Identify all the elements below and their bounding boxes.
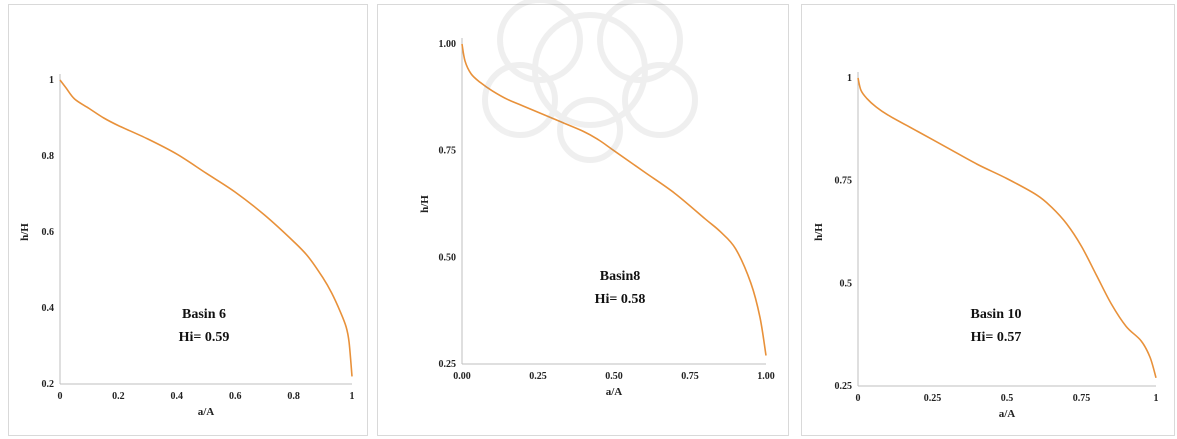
x-tick-label: 0.25	[924, 393, 942, 404]
hypsometric-integral-label: Hi= 0.59	[179, 330, 230, 345]
x-tick-label: 0.75	[681, 371, 699, 382]
y-axis-label: h/H	[419, 195, 431, 213]
y-tick-label: 0.75	[439, 146, 457, 157]
x-tick-label: 0.4	[171, 391, 184, 402]
x-axis-label: a/A	[198, 406, 215, 418]
x-tick-label: 0	[856, 393, 861, 404]
x-tick-label: 1	[1154, 393, 1159, 404]
x-axis-label: a/A	[999, 408, 1016, 420]
x-tick-label: 0.2	[112, 391, 125, 402]
y-tick-label: 0.4	[42, 303, 55, 314]
chart-frame	[8, 4, 368, 436]
chart-frame	[801, 4, 1175, 436]
hypsometric-integral-label: Hi= 0.58	[595, 292, 646, 307]
y-tick-label: 1	[847, 73, 852, 84]
x-axis-label: a/A	[606, 386, 623, 398]
y-tick-label: 0.6	[42, 227, 55, 238]
x-tick-label: 0	[58, 391, 63, 402]
x-tick-label: 0.75	[1073, 393, 1091, 404]
y-tick-label: 0.25	[439, 359, 457, 370]
chart-frame	[377, 4, 789, 436]
y-tick-label: 0.50	[439, 252, 457, 263]
basin-name-label: Basin 6	[182, 307, 226, 322]
series-line	[461, 43, 767, 356]
y-axis-label: h/H	[813, 223, 825, 241]
y-tick-label: 1.00	[439, 39, 457, 50]
chart-panel-basin-10: 0.25 0.5 0.75 1 0 0.25 0.5 0.75 1 a/A h/H Basin 10 H…	[800, 0, 1177, 439]
y-tick-label: 0.25	[835, 381, 853, 392]
chart-basin-8: 0.250.500.751.000.00 0.25 0.50 0.75 1.00a/Ah…	[419, 38, 775, 398]
basin-name-label: Basin 10	[971, 307, 1022, 322]
y-tick-label: 0.2	[42, 379, 55, 390]
x-tick-label: 1.00	[757, 371, 775, 382]
chart-panel-basin-6: 0.2 0.4 0.6 0.8 1 0 0.2 0.4 0.6 0.8 1 a/A h/H Basin 6…	[0, 0, 370, 439]
y-tick-label: 0.75	[835, 176, 853, 187]
series-line	[857, 77, 1157, 379]
x-tick-label: 0.50	[605, 371, 623, 382]
x-tick-label: 1	[350, 391, 355, 402]
y-tick-label: 0.5	[840, 278, 853, 289]
series-line	[59, 79, 353, 377]
chart-panel-basin-8: 0.25 0.50 0.75 1.00 0.00 0.25 0.50 0.75 1.00 a/A h…	[376, 0, 790, 439]
y-axis-label: h/H	[19, 223, 31, 241]
y-tick-label: 0.8	[42, 151, 55, 162]
x-tick-label: 0.00	[453, 371, 471, 382]
hypsometric-integral-label: Hi= 0.57	[971, 330, 1022, 345]
basin-name-label: Basin8	[600, 269, 640, 284]
x-tick-label: 0.25	[529, 371, 547, 382]
x-tick-label: 0.8	[287, 391, 300, 402]
x-tick-label: 0.5	[1001, 393, 1014, 404]
y-tick-label: 1	[49, 75, 54, 86]
x-tick-label: 0.6	[229, 391, 242, 402]
